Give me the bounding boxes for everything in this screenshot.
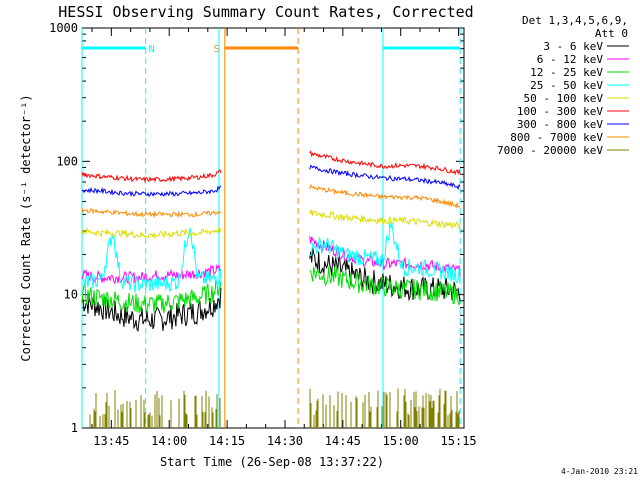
series-line	[309, 150, 461, 176]
flag-label: S	[214, 44, 220, 55]
series-line	[309, 164, 461, 191]
series-line	[309, 183, 461, 209]
legend-label: 100 - 300 keV	[517, 105, 603, 118]
legend-label: 50 - 100 keV	[524, 92, 604, 105]
legend-label: 800 - 7000 keV	[510, 131, 603, 144]
chart-title: HESSI Observing Summary Count Rates, Cor…	[58, 3, 473, 21]
x-tick-label: 15:15	[441, 434, 477, 448]
series-line	[81, 288, 222, 332]
series-line	[81, 169, 222, 184]
y-tick-label: 1000	[49, 21, 78, 35]
legend-label: 300 - 800 keV	[517, 118, 603, 131]
legend-label: 12 - 25 keV	[530, 66, 603, 79]
y-axis-label: Corrected Count Rate (s⁻¹ detector⁻¹)	[19, 94, 33, 361]
flag-label: N	[149, 44, 155, 55]
x-tick-label: 13:45	[93, 434, 129, 448]
plot-frame	[81, 27, 465, 429]
legend-label: 25 - 50 keV	[530, 79, 603, 92]
plot-area: 1 10 100 1000 13:45 14:00 14:15 14:30 14:45 15:00…	[49, 21, 477, 448]
series-line	[309, 221, 461, 284]
series-line	[82, 227, 222, 293]
series-line	[81, 279, 222, 314]
series-line	[81, 226, 222, 240]
series-line	[309, 209, 461, 231]
series-line	[309, 266, 461, 306]
series-line	[81, 185, 222, 198]
legend-label: 3 - 6 keV	[543, 40, 603, 53]
x-tick-label: 14:30	[267, 434, 303, 448]
x-tick-label: 14:15	[209, 434, 245, 448]
legend-header-line2: Att 0	[595, 27, 628, 40]
x-tick-label: 15:00	[383, 434, 419, 448]
x-tick-label: 14:45	[325, 434, 361, 448]
y-tick-label: 1	[71, 421, 78, 435]
y-tick-label: 10	[64, 288, 78, 302]
legend-label: 6 - 12 keV	[537, 53, 604, 66]
x-axis-label: Start Time (26-Sep-08 13:37:22)	[160, 455, 384, 469]
y-tick-label: 100	[56, 154, 78, 168]
legend-label: 7000 - 20000 keV	[497, 144, 603, 157]
series-line	[81, 207, 222, 219]
legend-header-line1: Det 1,3,4,5,6,9,	[522, 14, 628, 27]
footer-timestamp: 4-Jan-2010 23:21	[561, 467, 638, 476]
x-tick-label: 14:00	[151, 434, 187, 448]
